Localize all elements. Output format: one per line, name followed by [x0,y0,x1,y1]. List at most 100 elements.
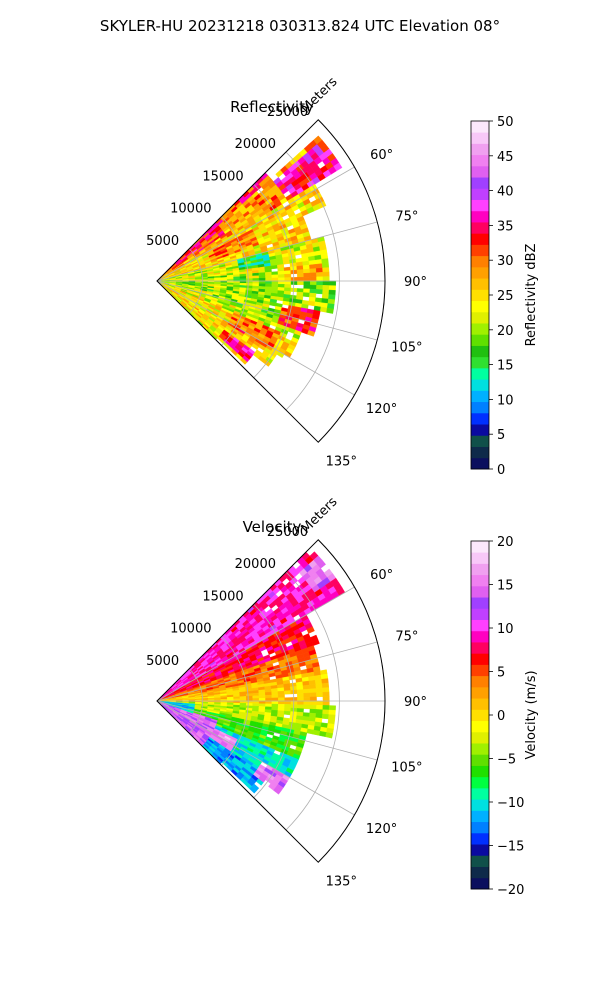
data-cell [264,691,273,696]
colorbar-swatch [471,563,489,576]
data-cell [290,280,298,285]
data-cell [302,264,310,270]
data-cell [290,697,298,702]
data-cell [252,278,260,282]
data-cell [315,289,324,295]
colorbar-swatch [471,323,489,335]
colorbar-tick-label: 40 [497,185,514,200]
data-cell [296,269,304,274]
data-cell [329,280,337,286]
data-cell [284,700,292,705]
data-cell [303,268,311,274]
colorbar-swatch [471,121,489,133]
data-cell [309,704,317,710]
data-cell [265,280,273,285]
colorbar-swatch [471,367,489,380]
colorbar-swatch [471,844,489,856]
velocity-colorbar: −20 −15 −10 −5 0 5 10 15 20 Velocity (m/s) [470,535,539,898]
data-cell [252,695,260,699]
colorbar-swatch [471,709,489,722]
data-cell [307,330,316,337]
data-cell [322,709,330,715]
theta-tick-label: 60° [370,568,393,583]
colorbar-swatch [471,154,489,167]
data-cell [239,696,247,700]
data-cell [303,692,311,698]
data-cell [322,285,330,291]
data-cell [296,685,304,691]
data-cell [278,697,285,702]
data-cell [278,700,285,705]
data-cell [258,695,266,699]
data-cell [284,280,292,285]
colorbar-swatch [471,799,489,811]
data-cell [282,259,291,265]
data-cell [328,705,336,711]
colorbar-tick-label: −5 [497,753,516,768]
colorbar-swatch [471,877,489,890]
colorbar-label: Velocity (m/s) [524,670,539,759]
colorbar-swatch [471,743,489,755]
data-cell [328,709,336,716]
colorbar-tick-label: −15 [497,840,524,855]
data-cell [271,703,279,708]
data-cell [333,162,343,172]
theta-tick-label: 90° [404,695,427,710]
data-cell [296,265,304,271]
data-cell [278,280,285,285]
data-cell [297,280,304,286]
r-tick-label: 5000 [146,234,179,249]
data-cell [310,696,317,702]
colorbar-tick-label: 20 [497,535,514,550]
data-cell [322,696,330,702]
theta-tick-label: 60° [370,148,393,163]
data-cell [316,700,324,706]
colorbar-swatch [471,832,489,845]
data-field [156,135,343,367]
theta-tick-label: 75° [395,209,418,224]
data-cell [265,697,273,702]
data-cell [322,267,330,273]
r-tick-label: 25000 [267,105,308,120]
data-cell [319,730,327,738]
data-cell [264,271,273,276]
data-cell [271,697,279,702]
data-cell [271,274,279,279]
data-cell [252,698,260,702]
theta-tick-label: 105° [391,341,422,356]
r-tick-label: 10000 [170,202,211,217]
data-cell [303,276,311,282]
data-cell [265,700,273,705]
data-cell [321,293,330,300]
data-cell [315,263,323,269]
data-cell [271,271,279,276]
colorbar-swatch [471,821,489,834]
data-cell [321,682,330,689]
velocity-panel: 50001000015000200002500060°75°90°105°120… [146,494,427,889]
data-cell [265,277,273,282]
colorbar-swatch [471,731,489,744]
colorbar-tick-label: 50 [497,115,514,130]
data-cell [315,267,324,273]
data-cell [311,638,320,646]
colorbar-swatch [471,233,489,245]
colorbar-swatch [471,810,489,823]
data-cell [309,708,317,714]
data-cell [312,729,321,736]
data-cell [306,728,315,735]
r-axis-label: Meters [299,494,341,536]
data-cell [258,280,266,285]
data-cell [271,700,279,705]
data-cell [303,284,311,290]
colorbar-tick-label: 5 [497,428,505,443]
data-cell [220,697,228,700]
reflectivity-panel: 5000 10000 15000 20000 25000 60° 75° 90° 105° 120… [146,74,427,469]
colorbar-swatch [471,289,489,302]
data-cell [310,276,317,282]
colorbar-swatch [471,675,489,688]
data-cell [290,700,298,705]
data-cell [284,284,292,289]
colorbar-swatch [471,244,489,257]
data-cell [263,359,271,367]
